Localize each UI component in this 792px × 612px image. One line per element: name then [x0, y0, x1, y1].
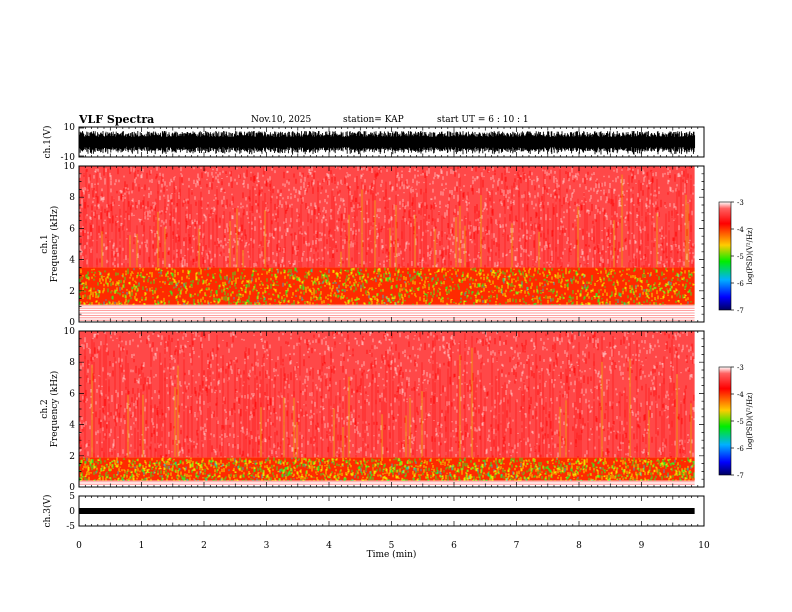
ch1-spectrogram-colorbar-label: log(PSD)(V²/Hz) — [746, 227, 754, 284]
ch1-spectrogram-y-tick-label: 4 — [69, 256, 75, 266]
ch2-spectrogram-colorbar-tick-label: -5 — [737, 418, 744, 426]
x-tick-label: 4 — [326, 541, 332, 551]
ch2-spectrogram-colorbar-scale — [718, 366, 732, 476]
ch1-spectrogram-colorbar: -3 -4 -5 -6 -7 log(PSD)(V²/Hz) — [718, 199, 754, 315]
ch1-spectrogram-heatmap — [79, 166, 695, 322]
ch2-spectrogram-low-lines — [79, 481, 695, 485]
ch1-spectrogram-colorbar-scale — [718, 201, 732, 311]
ch2-spectrogram-y-tick-label: 10 — [64, 327, 76, 337]
ch3-waveform-y-label: ch.3(V) — [42, 495, 53, 528]
ch1-spectrogram-y-tick-label: 6 — [69, 224, 75, 234]
date-label: Nov.10, 2025 — [251, 115, 312, 125]
x-tick-label: 6 — [451, 541, 457, 551]
ch1-waveform-y-ticks — [79, 127, 84, 157]
ch2-spectrogram-x-ticks — [78, 331, 705, 487]
start-time-label: start UT = 6 : 10 : 1 — [437, 115, 529, 125]
ch1-spectrogram-y-label: Frequency (kHz) — [49, 206, 60, 283]
ch3-waveform-x-ticks — [78, 496, 705, 526]
ch1-waveform-y-tick-label: -10 — [61, 153, 76, 163]
ch2-spectrogram-y-ticks — [79, 330, 704, 488]
ch1-spectrogram-colorbar-tick-label: -5 — [737, 253, 744, 261]
ch3-waveform-y-tick-label: 0 — [69, 507, 75, 517]
ch2-spectrogram-band-cyan — [79, 457, 692, 484]
ch2-spectrogram-y-label-channel: ch.2 — [40, 399, 50, 418]
ch1-spectrogram-y-label-channel: ch.1 — [40, 234, 50, 253]
ch1-spectrogram-low-lines — [79, 305, 695, 321]
ch2-spectrogram-y-tick-label: 0 — [69, 483, 75, 493]
ch2-spectrogram-colorbar-tick-label: -6 — [737, 445, 744, 453]
ch2-spectrogram-colorbar-tick-label: -7 — [737, 472, 744, 480]
ch2-spectrogram-y-tick-label: 4 — [69, 421, 75, 431]
ch2-spectrogram-y-axis: 0 2 4 6 8 10 ch.2 Frequency (kHz) — [40, 327, 704, 493]
ch1-waveform-x-ticks — [78, 127, 705, 157]
ch1-spectrogram-speckle-dark — [79, 166, 695, 275]
ch2-spectrogram-band-green — [79, 457, 695, 485]
ch1-spectrogram-y-tick-label: 10 — [64, 162, 76, 172]
ch1-spectrogram-y-tick-label: 8 — [69, 193, 75, 203]
x-tick-label: 9 — [639, 541, 645, 551]
ch1-spectrogram-colorbar-tick-label: -7 — [737, 307, 744, 315]
ch3-waveform-trace — [79, 508, 695, 514]
x-tick-label: 0 — [76, 541, 82, 551]
x-axis-label: Time (min) — [367, 549, 417, 560]
x-tick-label: 8 — [576, 541, 582, 551]
ch1-spectrogram-y-ticks — [79, 165, 704, 323]
ch2-spectrogram-sferic-yellow — [91, 347, 692, 458]
ch1-spectrogram-y-tick-label: 0 — [69, 318, 75, 328]
ch2-spectrogram-band-yellow — [79, 457, 695, 485]
ch1-waveform-signal — [79, 131, 696, 155]
ch1-spectrogram-y-tick-label: 2 — [69, 287, 75, 297]
ch1-spectrogram-band-cyan — [79, 267, 689, 308]
ch3-waveform-y-tick-label: 5 — [69, 492, 75, 502]
ch2-spectrogram-y-tick-label: 6 — [69, 389, 75, 399]
ch1-spectrogram-colorbar-tick-label: -6 — [737, 280, 744, 288]
ch2-spectrogram-colorbar-label: log(PSD)(V²/Hz) — [746, 392, 754, 449]
ch2-spectrogram-y-tick-label: 2 — [69, 452, 75, 462]
ch1-spectrogram-low-bg — [79, 304, 695, 322]
ch1-spectrogram-colorbar-tick-label: -3 — [737, 199, 744, 207]
ch1-spectrogram-colorbar-tick-label: -4 — [737, 226, 744, 234]
chart-title: VLF Spectra — [79, 113, 155, 126]
x-tick-label: 10 — [698, 541, 710, 551]
ch1-waveform-y-label: ch.1(V) — [42, 126, 53, 159]
x-tick-label: 3 — [264, 541, 270, 551]
x-tick-label: 2 — [201, 541, 207, 551]
ch1-waveform-trace — [79, 131, 696, 155]
ch1-spectrogram-x-ticks — [78, 166, 705, 322]
x-tick-label: 1 — [139, 541, 145, 551]
x-tick-label: 5 — [389, 541, 395, 551]
ch2-spectrogram-y-tick-label: 8 — [69, 358, 75, 368]
ch3-waveform-y-tick-label: -5 — [66, 522, 75, 532]
station-label: station= KAP — [343, 115, 404, 125]
ch2-spectrogram-colorbar: -3 -4 -5 -6 -7 log(PSD)(V²/Hz) — [718, 364, 754, 480]
ch2-spectrogram-colorbar-tick-label: -4 — [737, 391, 744, 399]
ch1-spectrogram-band-yellow — [79, 267, 695, 309]
x-tick-label: 7 — [514, 541, 520, 551]
ch1-spectrogram-sferic-yellow — [101, 174, 689, 268]
ch1-spectrogram-y-axis: 0 2 4 6 8 10 ch.1 Frequency (kHz) — [40, 162, 704, 328]
ch1-waveform-y-tick-label: 10 — [64, 123, 76, 133]
ch2-spectrogram-heatmap — [79, 331, 695, 487]
ch2-spectrogram-y-label: Frequency (kHz) — [49, 371, 60, 448]
ch2-spectrogram-colorbar-tick-label: -3 — [737, 364, 744, 372]
